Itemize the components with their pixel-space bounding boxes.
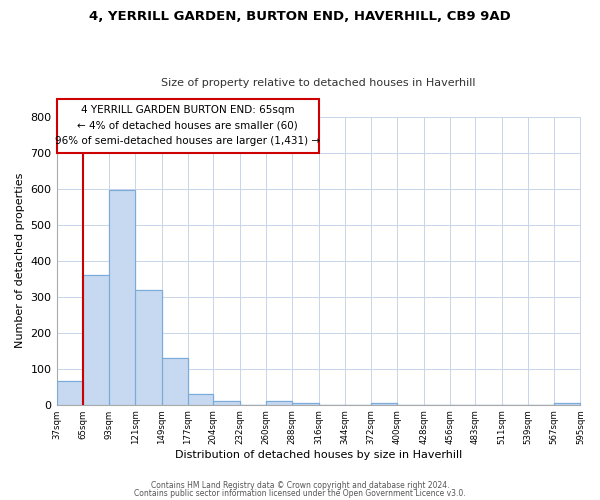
Text: Contains public sector information licensed under the Open Government Licence v3: Contains public sector information licen… xyxy=(134,488,466,498)
Y-axis label: Number of detached properties: Number of detached properties xyxy=(15,173,25,348)
Title: Size of property relative to detached houses in Haverhill: Size of property relative to detached ho… xyxy=(161,78,476,88)
X-axis label: Distribution of detached houses by size in Haverhill: Distribution of detached houses by size … xyxy=(175,450,462,460)
Text: 4 YERRILL GARDEN BURTON END: 65sqm
← 4% of detached houses are smaller (60)
96% : 4 YERRILL GARDEN BURTON END: 65sqm ← 4% … xyxy=(55,105,320,146)
FancyBboxPatch shape xyxy=(56,98,319,152)
Text: Contains HM Land Registry data © Crown copyright and database right 2024.: Contains HM Land Registry data © Crown c… xyxy=(151,481,449,490)
Text: 4, YERRILL GARDEN, BURTON END, HAVERHILL, CB9 9AD: 4, YERRILL GARDEN, BURTON END, HAVERHILL… xyxy=(89,10,511,23)
